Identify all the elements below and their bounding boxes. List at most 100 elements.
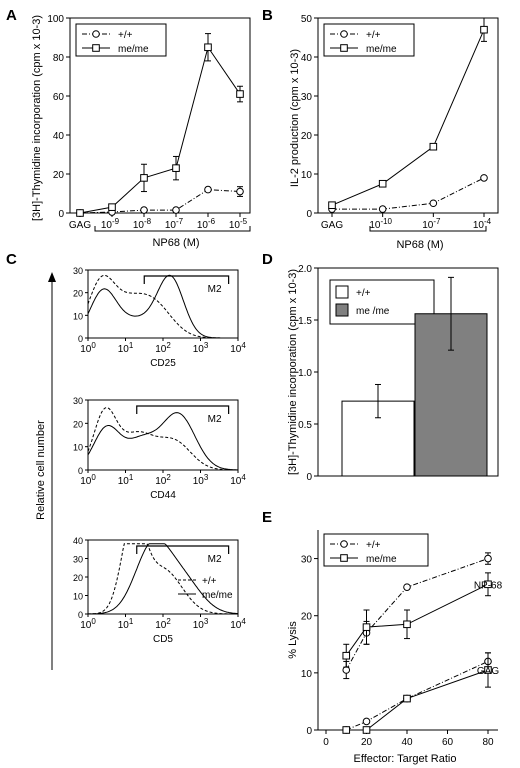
- panel-e-annotation-np68: NP-68: [474, 580, 503, 591]
- panel-e-series-0-point-3: [484, 554, 492, 563]
- panel-a-series-0-point-3: [172, 206, 180, 214]
- panel-a-xtick-label-4: 10-6: [197, 217, 216, 231]
- panel-c-y-arrowhead: [48, 272, 56, 282]
- panel-a-xtick-label-1: 10-9: [101, 217, 120, 231]
- panel-c-plot-3-xtick-label-1: 101: [118, 617, 134, 631]
- panel-a-xtick-label-0: GAG: [69, 220, 91, 231]
- panel-a-legend: +/+ me/me: [75, 23, 167, 57]
- panel-b-series-1-point-2: [429, 142, 438, 151]
- panel-b-xgroup-bracket: [369, 226, 487, 232]
- panel-a-xgroup-bracket: [94, 226, 251, 232]
- panel-c-plot-3-xlabel: CD5: [153, 634, 173, 645]
- panel-e-ytick-label-0: 0: [306, 726, 312, 737]
- panel-c-plot-2-xtick-label-4: 104: [230, 473, 246, 487]
- panel-c-plot-3-ytick-label-2: 20: [73, 573, 83, 583]
- panel-a-ytick-label-3: 60: [53, 92, 65, 103]
- panel-c-plot-2-xtick-label-2: 102: [155, 473, 171, 487]
- panel-b-chart: IL-2 production (cpm x 10-3) NP68 (M) +/…: [289, 14, 499, 251]
- panel-c-plot-2-xtick-label-3: 103: [193, 473, 209, 487]
- panel-e-series-2-point-1: [362, 717, 371, 726]
- panel-e-series-3-point-1: [362, 726, 371, 734]
- panel-e-series-line-2: [346, 660, 489, 731]
- panel-c-plot-1-gate-label: M2: [208, 284, 222, 295]
- panel-d-ytick-label-3: 1.5: [298, 316, 312, 327]
- panel-a-series-1-point-4: [204, 43, 212, 52]
- panel-a-ytick-label-4: 80: [53, 53, 65, 64]
- panel-c-plot-2-curve-wt: [87, 407, 238, 471]
- panel-d-ytick-label-4: 2.0: [298, 264, 312, 275]
- panel-c-legend: +/+ me/me: [178, 576, 233, 601]
- panel-b-ytick-label-0: 0: [306, 209, 312, 220]
- panel-d-ylabel: [3H]-Thymidine incorporation (cpm x 10-3…: [287, 269, 299, 475]
- panel-e-xtick-label-3: 60: [442, 737, 454, 748]
- panel-c-plot-2-ytick-label-3: 30: [73, 396, 83, 406]
- panel-c-plot-2-ytick-label-0: 0: [78, 466, 83, 476]
- panel-b-legend-label-1: me/me: [366, 44, 397, 55]
- panel-b-legend: +/+ me/me: [323, 23, 415, 57]
- panel-label-c: C: [6, 251, 17, 268]
- panel-e-series-3-point-0: [342, 726, 351, 734]
- panel-c-plot-3-xtick-label-3: 103: [193, 617, 209, 631]
- panel-e-ytick-label-3: 30: [301, 555, 313, 566]
- panel-c-plot-2-xtick-label-0: 100: [80, 473, 96, 487]
- panel-e-series-line-3: [346, 669, 489, 731]
- panel-e-series-3-point-3: [484, 666, 492, 674]
- panel-c-plot-3-ytick-label-4: 40: [73, 536, 83, 546]
- panel-a-legend-marker-1: [92, 44, 100, 52]
- panel-c-plot-3-curve-me-me: [88, 543, 239, 615]
- panel-a-ytick-label-0: 0: [58, 209, 64, 220]
- panel-d-legend-swatch-1: [335, 303, 349, 317]
- panel-c-plot-2-gate-label: M2: [208, 414, 222, 425]
- panel-a-series-0-point-4: [204, 185, 212, 194]
- panel-label-a: A: [6, 7, 17, 24]
- panel-b-ylabel: IL-2 production (cpm x 10-3): [289, 49, 301, 187]
- panel-c-plot-2-curve-me-me: [87, 412, 238, 471]
- panel-a-series-line-1: [79, 46, 241, 214]
- panel-a-legend-marker-0: [92, 30, 100, 38]
- panel-c-plot-1-ytick-label-0: 0: [78, 334, 83, 344]
- panel-c-plot-1-xtick-label-3: 103: [193, 341, 209, 355]
- panel-c-plot-3-xtick-label-4: 104: [230, 617, 246, 631]
- panel-d-legend-swatch-0: [335, 285, 349, 299]
- panel-a-frame: [69, 17, 251, 214]
- panel-e-series-3-point-2: [403, 694, 411, 703]
- panel-c-plot-3-xtick-label-0: 100: [80, 617, 96, 631]
- panel-e-series-1-point-1: [362, 623, 371, 631]
- panel-c-legend-label-1: me/me: [202, 590, 233, 601]
- panel-b-series-0-point-1: [378, 205, 387, 213]
- panel-a-ytick-label-2: 40: [53, 131, 65, 142]
- panel-b-series-0-point-3: [480, 174, 488, 182]
- panel-c-plot-1-ytick-label-3: 30: [73, 266, 83, 276]
- panel-c-plot-3-ytick-label-3: 30: [73, 555, 83, 565]
- panel-b-xgroup-label: NP68 (M): [396, 239, 443, 251]
- panel-b-series-line-0: [332, 177, 485, 210]
- panel-c-plot-1-ytick-label-2: 20: [73, 289, 83, 299]
- panel-e-legend: +/+ me/me: [323, 533, 429, 567]
- panel-a-legend-label-1: me/me: [118, 44, 149, 55]
- panel-e-ytick-label-2: 20: [301, 612, 313, 623]
- panel-e-series-1-point-0: [342, 651, 351, 660]
- panel-a-series-1-point-3: [172, 164, 180, 172]
- panel-a-series-1-point-1: [108, 203, 116, 211]
- panel-d-chart: [3H]-Thymidine incorporation (cpm x 10-3…: [287, 264, 499, 483]
- panel-b-frame: [317, 17, 499, 214]
- panel-e-xlabel: Effector: Target Ratio: [354, 753, 457, 765]
- panel-e-legend-marker-0: [340, 540, 348, 548]
- panel-e-series-line-0: [345, 558, 489, 671]
- panel-b-legend-marker-0: [340, 30, 348, 38]
- panel-b-series-1-point-3: [480, 25, 488, 34]
- panel-c-plot-3-ytick-label-1: 10: [73, 592, 83, 602]
- panel-a-series-0-point-5: [236, 187, 244, 196]
- panel-e-series-0-point-2: [403, 583, 411, 591]
- panel-e-series-1-point-3: [484, 580, 492, 589]
- panel-c-plot-3-xtick-label-2: 102: [155, 617, 171, 631]
- panel-c-plot-3-ytick-label-0: 0: [78, 610, 83, 620]
- panel-b-xtick-label-2: 10-7: [422, 217, 441, 231]
- panel-a-series-line-0: [79, 189, 241, 214]
- panel-b-ytick-label-1: 10: [301, 170, 313, 181]
- panel-c-plot-1-curve-wt: [87, 274, 238, 339]
- panel-d-ytick-label-2: 1.0: [298, 368, 312, 379]
- panel-b-xtick-label-3: 10-4: [473, 217, 492, 231]
- panel-b-legend-label-0: +/+: [366, 30, 381, 41]
